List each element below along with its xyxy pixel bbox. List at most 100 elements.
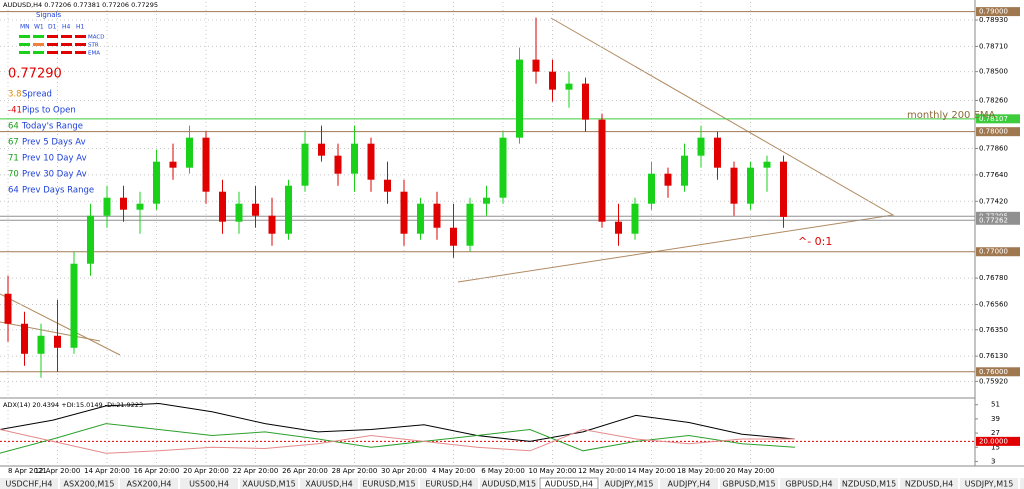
candle-body: [153, 161, 160, 204]
x-tick-label: 30 Apr 20:00: [381, 467, 427, 475]
tab-bg: [660, 478, 718, 489]
tab-bg: [120, 478, 178, 489]
candle-body: [730, 167, 738, 204]
candle-body: [681, 155, 688, 186]
candle-body: [780, 161, 787, 217]
candle-body: [499, 137, 507, 198]
y-tick-label: 0.75920: [979, 377, 1008, 385]
tab[interactable]: NZDUSD,M15: [840, 478, 898, 489]
timeframe-label: H4: [62, 24, 71, 31]
level-label-box: [976, 127, 1020, 137]
x-tick-label: 12 Apr 20:00: [35, 467, 81, 475]
info-label: Prev 30 Day Av: [22, 170, 87, 180]
candle-body: [763, 161, 771, 168]
tab[interactable]: ASX200,M15: [60, 478, 118, 489]
candle-body: [400, 191, 408, 234]
candle-body: [334, 155, 342, 174]
tab[interactable]: US500,H4: [180, 478, 238, 489]
tab-label: AUDUSD,M15: [482, 480, 536, 489]
candle-body: [565, 83, 573, 90]
triangle-trendline: [457, 17, 895, 283]
price: 0.77290: [8, 67, 62, 82]
x-tick-label: 26 Apr 20:00: [282, 467, 328, 475]
tab[interactable]: EURUSD,H4: [420, 478, 478, 489]
x-tick-label: 20 Apr 20:00: [183, 467, 229, 475]
tab[interactable]: ASX200,H4: [120, 478, 178, 489]
y-tick-label: 0.76560: [979, 301, 1008, 309]
tab[interactable]: AUDJPY,M15: [600, 478, 658, 489]
level-label-box: [976, 436, 1020, 446]
tab-label: EURUSD,H4: [425, 480, 472, 489]
tab-label: NZDUSD,H4: [905, 480, 953, 489]
candle-body: [384, 179, 391, 192]
trendline: [0, 321, 101, 342]
x-tick-label: 8 Apr 2021: [8, 467, 47, 475]
grid: 0.78930 0.78710 0.78500 0.78260 0.77860 0.776…: [0, 2, 1008, 475]
tab[interactable]: NZDUSD,H4: [900, 478, 958, 489]
tab-label: US500,H4: [189, 480, 229, 489]
candle-body: [54, 335, 61, 348]
candle-body: [532, 59, 540, 72]
tab[interactable]: USDJPY,M15: [960, 478, 1018, 489]
level-label: 0.79000: [979, 8, 1008, 16]
tab-label: GBPUSD,H4: [785, 480, 832, 489]
signal-cell: [33, 43, 44, 46]
indicator-label: EMA: [88, 51, 100, 57]
indicator-line: [0, 402, 796, 442]
tab-bg: [300, 478, 358, 489]
tab-label: AUDUSD,H4: [545, 480, 593, 489]
indicator-title: ADX(14) 20.4394 +DI:15.0149 -DI:21.9223: [3, 401, 143, 409]
tab[interactable]: AUDUSD,M15: [480, 478, 538, 489]
tab[interactable]: EURUSD,M15: [360, 478, 418, 489]
tab[interactable]: USDCHF,H4: [0, 478, 58, 489]
candle-body: [615, 221, 622, 234]
candle-body: [631, 203, 639, 234]
signals-title: Signals: [36, 11, 62, 19]
candle-body: [714, 137, 721, 168]
tab-bg: [900, 478, 958, 489]
tab[interactable]: GBPUSD,H4: [780, 478, 838, 489]
info-label: Prev 10 Day Av: [22, 154, 87, 164]
candle-body: [136, 203, 144, 210]
tab-bg: [180, 478, 238, 489]
y-tick-label: 51: [991, 401, 1000, 409]
indicator-line: [0, 423, 796, 454]
tab[interactable]: XAUUSD,M15: [240, 478, 298, 489]
symbol-header: AUDUSD,H4 0.77206 0.77381 0.77206 0.7729…: [3, 1, 158, 9]
tab-label: ASX200,M15: [64, 480, 115, 489]
x-tick-label: 22 Apr 20:00: [233, 467, 279, 475]
level-label-box: [976, 367, 1020, 377]
tab[interactable]: AUDJPY,H4: [660, 478, 718, 489]
candle-body: [87, 215, 94, 264]
tab-label: ASX200,H4: [127, 480, 172, 489]
candle-body: [483, 197, 490, 204]
signal-cell: [19, 35, 30, 38]
x-tick-label: 6 May 20:00: [481, 467, 525, 475]
tab[interactable]: AUDUSD,H4: [539, 477, 599, 489]
x-tick-label: 12 May 20:00: [578, 467, 626, 475]
tab-bg: [360, 478, 418, 489]
tab[interactable]: XAUUSD,H4: [300, 478, 358, 489]
tab-label: USDCHF,H4: [6, 480, 53, 489]
candle-body: [268, 215, 276, 234]
candle-body: [169, 161, 177, 168]
tab[interactable]: USDJPY,H4: [1020, 478, 1024, 489]
tab[interactable]: GBPUSD,M15: [720, 478, 778, 489]
y-tick-label: 0.78710: [979, 42, 1008, 50]
y-tick-label: 0.77420: [979, 197, 1008, 205]
candle-body: [219, 191, 226, 222]
signal-cell: [33, 51, 44, 54]
candle-body: [747, 167, 754, 204]
candle-body: [235, 203, 243, 222]
tab-bg: [0, 478, 58, 489]
candle-body: [120, 197, 127, 210]
candle-body: [37, 335, 45, 354]
candle-body: [450, 227, 457, 246]
candle-body: [252, 203, 259, 216]
timeframe-label: H1: [76, 24, 85, 31]
x-tick-label: 14 Apr 20:00: [84, 467, 130, 475]
candle-body: [70, 263, 78, 348]
info-label: Prev Days Range: [22, 186, 94, 196]
